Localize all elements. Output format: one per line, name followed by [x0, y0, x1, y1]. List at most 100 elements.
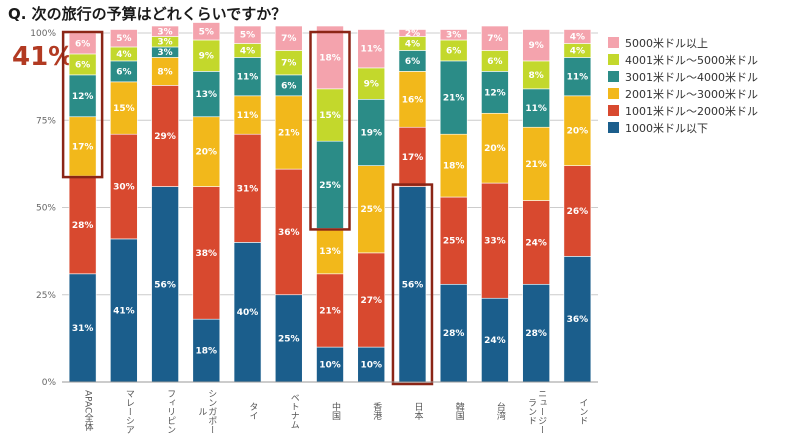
bar-segment: [151, 85, 179, 187]
data-label: 7%: [487, 34, 502, 44]
bar-segment: [316, 228, 344, 275]
bar-segment: [522, 60, 550, 90]
legend-swatch: [608, 88, 619, 99]
bar-segment: [233, 57, 262, 97]
bar-segment: [274, 25, 303, 51]
data-label: 10%: [319, 361, 341, 371]
chart-title: Q. 次の旅行の予算はどれくらいですか？: [8, 5, 287, 23]
data-label: 56%: [154, 280, 176, 290]
x-tick-label: タイ: [247, 402, 258, 420]
data-label: 13%: [196, 90, 218, 100]
data-label: 6%: [446, 46, 461, 56]
data-label: 13%: [319, 247, 341, 257]
data-label: 17%: [402, 153, 424, 163]
data-label: 8%: [157, 67, 172, 77]
data-label: 11%: [237, 111, 259, 121]
bar-segment: [233, 25, 262, 44]
data-label: 28%: [443, 329, 465, 339]
data-label: 6%: [75, 39, 90, 49]
data-label: 3%: [157, 38, 172, 48]
data-label: 9%: [364, 80, 379, 90]
data-label: 40%: [237, 308, 259, 318]
legend-item: 5000米ドル以上: [608, 34, 758, 51]
data-label: 18%: [196, 347, 218, 357]
data-label: 21%: [443, 94, 465, 104]
data-label: 21%: [278, 128, 300, 138]
y-tick-label: 75%: [36, 116, 56, 126]
data-label: 4%: [570, 32, 585, 42]
bar-segment: [357, 67, 386, 100]
data-label: 3%: [446, 31, 461, 41]
bar-segment: [68, 74, 97, 118]
y-tick-label: 25%: [36, 291, 56, 301]
x-tick-label: マレーシア: [123, 388, 134, 434]
bar-segment: [481, 25, 509, 51]
legend-swatch: [608, 105, 619, 116]
data-label: 11%: [237, 73, 259, 83]
legend-label: 1001米ドル〜2000米ドル: [625, 104, 758, 118]
x-tick-label: 香港: [371, 402, 382, 420]
bar-segment: [233, 95, 262, 135]
legend-label: 3001米ドル〜4000米ドル: [625, 70, 758, 84]
data-label: 15%: [113, 104, 135, 114]
highlight-box: [391, 183, 434, 386]
bar-segment: [439, 60, 468, 135]
legend: 5000米ドル以上 4001米ドル〜5000米ドル 3001米ドル〜4000米ド…: [608, 34, 758, 136]
legend-item: 1001米ドル〜2000米ドル: [608, 102, 758, 119]
data-label: 15%: [319, 111, 341, 121]
data-label: 25%: [443, 237, 465, 247]
data-label: 6%: [281, 81, 296, 91]
data-label: 11%: [567, 73, 589, 83]
data-label: 18%: [319, 53, 341, 63]
bar-segment: [357, 165, 386, 254]
bar-segment: [274, 95, 303, 170]
data-label: 5%: [199, 27, 214, 37]
data-label: 30%: [113, 183, 135, 193]
bar-segment: [110, 133, 138, 240]
legend-item: 4001米ドル〜5000米ドル: [608, 51, 758, 68]
bar-segment: [522, 88, 550, 128]
bar-segment: [398, 126, 427, 187]
data-label: 16%: [402, 95, 424, 105]
bar-segment: [316, 25, 344, 90]
data-label: 17%: [72, 142, 94, 152]
bar-segment: [110, 81, 138, 135]
data-label: 24%: [484, 336, 506, 346]
bar-segment: [563, 256, 592, 383]
data-label: 26%: [567, 207, 589, 217]
bar-segment: [522, 283, 550, 383]
y-tick-label: 50%: [36, 204, 56, 214]
data-label: 20%: [567, 127, 589, 137]
legend-label: 4001米ドル〜5000米ドル: [625, 53, 758, 67]
data-label: 25%: [319, 181, 341, 191]
data-label: 38%: [196, 249, 218, 259]
data-label: 4%: [405, 39, 420, 49]
bar-segment: [522, 200, 550, 285]
x-tick-label: 韓国: [453, 402, 464, 420]
bar-segment: [316, 88, 344, 142]
data-label: 25%: [278, 334, 300, 344]
x-tick-label: フィリピン: [165, 388, 176, 434]
bar-segment: [68, 273, 97, 383]
data-label: 6%: [487, 57, 502, 67]
bar-segment: [192, 71, 221, 118]
legend-label: 5000米ドル以上: [625, 36, 708, 50]
x-tick-label: シンガポール: [196, 388, 217, 434]
bar-segment: [233, 242, 262, 383]
bar-segment: [398, 29, 427, 37]
legend-swatch: [608, 71, 619, 82]
bar-segment: [274, 294, 303, 383]
bar-segment: [68, 175, 97, 275]
data-label: 6%: [116, 67, 131, 77]
bar-segment: [192, 116, 221, 187]
data-label: 28%: [525, 329, 547, 339]
y-tick-label: 0%: [42, 378, 57, 388]
bar-segment: [439, 29, 468, 41]
data-label: 10%: [360, 361, 382, 371]
x-tick-label: APAC全体: [82, 390, 93, 432]
bar-segment: [316, 273, 344, 348]
legend-swatch: [608, 37, 619, 48]
data-label: 7%: [281, 59, 296, 69]
bar-segment: [357, 29, 386, 69]
